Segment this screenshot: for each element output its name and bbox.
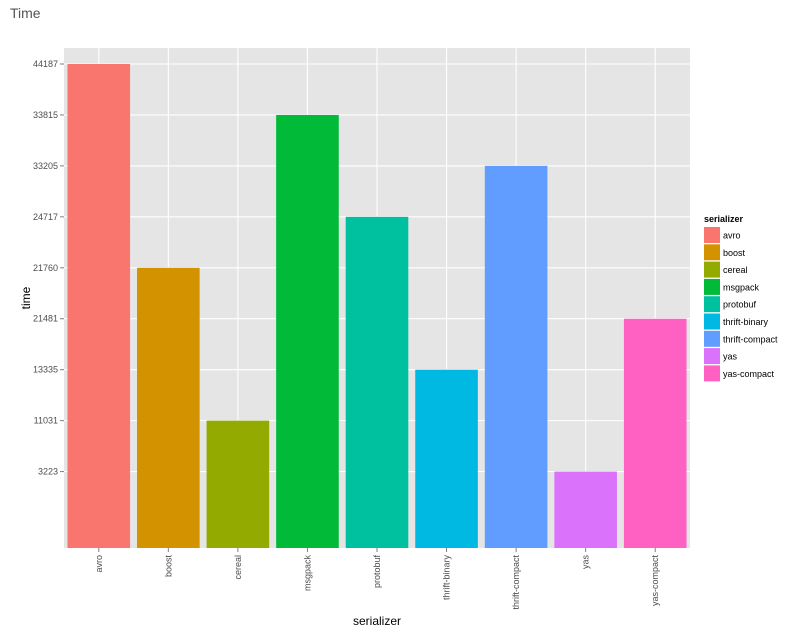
- y-tick-label: 33205: [33, 161, 58, 171]
- legend-label: cereal: [723, 265, 748, 275]
- y-tick-label: 44187: [33, 59, 58, 69]
- legend-key-protobuf: [704, 296, 720, 313]
- legend-label: boost: [723, 248, 746, 258]
- y-axis-title: time: [19, 286, 33, 309]
- bar-yas: [554, 471, 617, 548]
- legend-label: protobuf: [723, 300, 757, 310]
- bar-cereal: [206, 420, 270, 548]
- bar-yas-compact: [623, 318, 687, 548]
- chart-title: Time: [10, 5, 41, 21]
- legend-label: thrift-binary: [723, 317, 769, 327]
- legend-label: avro: [723, 231, 741, 241]
- x-tick-label: cereal: [233, 555, 243, 580]
- x-tick-label: avro: [94, 555, 104, 573]
- legend-key-thrift-binary: [704, 313, 720, 330]
- x-tick-label: thrift-binary: [442, 555, 452, 601]
- y-axis: 3223 11031 13335 21481 21760 24717 33205 33815 4…: [33, 59, 64, 477]
- y-tick-label: 24717: [33, 212, 58, 222]
- legend-key-avro: [704, 227, 720, 243]
- legend-label: msgpack: [723, 282, 760, 292]
- bar-avro: [67, 64, 131, 548]
- y-tick-label: 21760: [33, 263, 58, 273]
- bars-layer: [67, 64, 687, 549]
- legend-label: yas: [723, 352, 738, 362]
- x-tick-label: thrift-compact: [511, 555, 521, 610]
- bar-thrift-compact: [484, 165, 548, 549]
- legend-title: serializer: [704, 214, 744, 224]
- y-tick-label: 21481: [33, 314, 58, 324]
- legend: serializer avro boost cereal msgpack protobu…: [704, 214, 778, 382]
- legend-key-boost: [704, 244, 720, 261]
- bar-boost: [137, 267, 200, 548]
- x-tick-label: msgpack: [302, 555, 312, 592]
- x-axis-title: serializer: [353, 614, 401, 628]
- y-tick-label: 11031: [34, 416, 58, 426]
- bar-msgpack: [276, 114, 339, 549]
- legend-key-thrift-compact: [704, 330, 720, 347]
- y-tick-label: 3223: [38, 467, 58, 477]
- x-tick-label: protobuf: [372, 555, 382, 589]
- x-axis: avro boost cereal msgpack protobuf thrift-bin…: [94, 548, 660, 610]
- x-tick-label: yas-compact: [650, 555, 660, 607]
- x-tick-label: boost: [163, 555, 173, 578]
- y-tick-label: 13335: [33, 365, 58, 375]
- legend-key-yas-compact: [704, 365, 720, 382]
- x-tick-label: yas: [581, 555, 591, 570]
- bar-thrift-binary: [415, 369, 478, 548]
- legend-label: yas-compact: [723, 369, 775, 379]
- legend-key-cereal: [704, 261, 720, 278]
- y-tick-label: 33815: [33, 110, 58, 120]
- legend-key-msgpack: [704, 278, 720, 295]
- legend-key-yas: [704, 348, 720, 365]
- legend-label: thrift-compact: [723, 334, 778, 344]
- bar-protobuf: [345, 216, 409, 548]
